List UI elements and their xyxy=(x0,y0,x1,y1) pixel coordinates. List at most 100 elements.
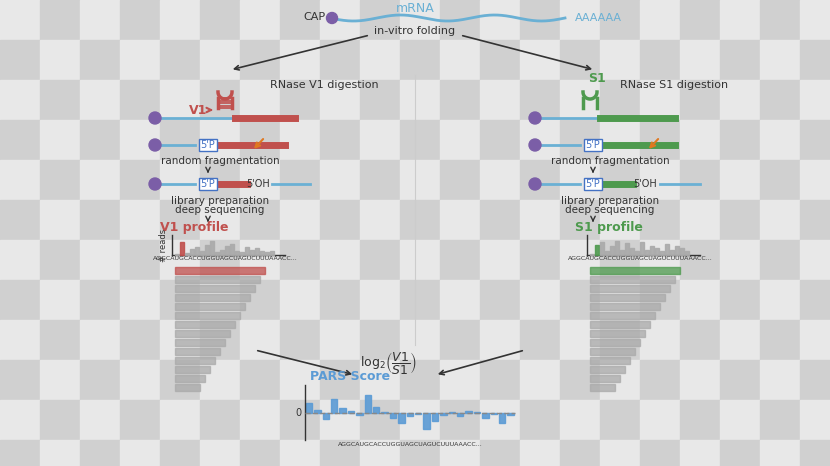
Bar xyxy=(640,242,644,255)
Bar xyxy=(398,413,404,423)
Bar xyxy=(280,200,320,240)
Bar xyxy=(480,400,520,440)
Bar xyxy=(200,320,240,360)
Text: S1 profile: S1 profile xyxy=(575,221,643,234)
Bar xyxy=(440,80,480,120)
Bar xyxy=(440,240,480,280)
Bar xyxy=(280,400,320,440)
Bar xyxy=(520,200,560,240)
Bar xyxy=(240,40,280,80)
Bar xyxy=(600,40,640,80)
Bar xyxy=(240,200,280,240)
Bar xyxy=(400,200,440,240)
Bar xyxy=(800,40,830,80)
Bar xyxy=(200,160,240,200)
Text: deep sequencing: deep sequencing xyxy=(175,205,265,215)
Circle shape xyxy=(149,112,161,124)
Bar xyxy=(482,413,489,418)
Bar xyxy=(360,280,400,320)
Bar xyxy=(590,267,680,274)
Bar xyxy=(120,120,160,160)
Bar xyxy=(560,400,600,440)
Bar xyxy=(600,0,640,40)
Bar xyxy=(474,412,480,413)
Bar xyxy=(423,413,430,429)
Bar xyxy=(240,160,280,200)
Bar xyxy=(400,120,440,160)
Bar xyxy=(360,120,400,160)
Bar xyxy=(590,303,660,310)
Bar xyxy=(640,320,680,360)
Bar xyxy=(160,280,200,320)
Bar xyxy=(185,253,189,255)
Bar xyxy=(320,360,360,400)
Bar xyxy=(250,250,254,255)
Bar xyxy=(175,330,230,337)
Bar xyxy=(240,240,280,280)
Bar xyxy=(670,250,674,255)
Bar xyxy=(360,40,400,80)
Bar xyxy=(240,80,280,120)
Bar xyxy=(200,251,204,255)
Bar xyxy=(80,320,120,360)
Bar xyxy=(200,360,240,400)
Bar xyxy=(760,440,800,466)
Bar xyxy=(40,40,80,80)
Bar xyxy=(590,375,620,382)
Bar xyxy=(520,360,560,400)
Text: 5'P: 5'P xyxy=(201,179,215,189)
Bar xyxy=(720,400,760,440)
Bar xyxy=(760,200,800,240)
Bar xyxy=(600,200,640,240)
Bar xyxy=(440,400,480,440)
Bar xyxy=(225,246,229,255)
Bar xyxy=(680,200,720,240)
Bar xyxy=(440,413,447,415)
Bar xyxy=(200,40,240,80)
Bar xyxy=(348,411,354,413)
Bar xyxy=(382,412,388,413)
Text: library preparation: library preparation xyxy=(171,196,269,206)
Bar xyxy=(400,320,440,360)
Bar xyxy=(675,246,679,255)
Bar xyxy=(440,160,480,200)
Bar xyxy=(80,240,120,280)
Bar xyxy=(240,360,280,400)
Bar xyxy=(320,80,360,120)
Bar xyxy=(0,0,40,40)
Circle shape xyxy=(149,178,161,190)
Bar xyxy=(640,160,680,200)
Bar xyxy=(615,240,619,255)
Bar xyxy=(175,276,260,283)
Bar xyxy=(600,80,640,120)
Bar xyxy=(590,294,665,301)
Bar xyxy=(200,120,240,160)
Bar xyxy=(600,280,640,320)
Bar xyxy=(800,440,830,466)
Bar xyxy=(160,40,200,80)
Bar xyxy=(560,160,600,200)
Bar xyxy=(560,120,600,160)
Bar xyxy=(480,0,520,40)
Circle shape xyxy=(149,139,161,151)
Bar xyxy=(440,360,480,400)
Bar xyxy=(320,280,360,320)
Bar xyxy=(800,200,830,240)
Bar xyxy=(600,440,640,466)
Bar xyxy=(800,360,830,400)
Bar xyxy=(160,320,200,360)
Bar xyxy=(175,357,215,364)
Bar xyxy=(440,200,480,240)
Bar xyxy=(480,80,520,120)
Bar xyxy=(640,120,680,160)
Bar xyxy=(415,413,422,414)
Bar xyxy=(40,360,80,400)
Bar xyxy=(680,160,720,200)
Bar xyxy=(760,120,800,160)
Bar xyxy=(720,80,760,120)
Bar xyxy=(680,360,720,400)
Bar xyxy=(190,249,194,255)
Text: CAP: CAP xyxy=(303,12,325,22)
Bar xyxy=(320,400,360,440)
Bar xyxy=(160,80,200,120)
